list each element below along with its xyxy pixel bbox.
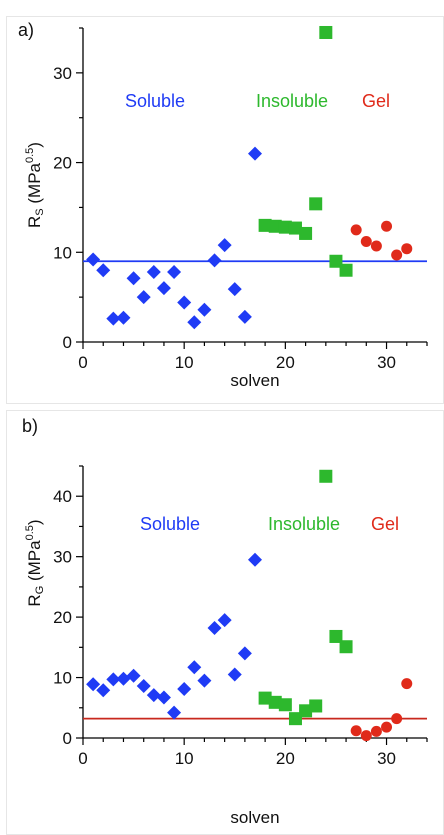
data-point-gel-a bbox=[350, 224, 362, 236]
x-tick-label-b: 30 bbox=[377, 749, 396, 768]
chart-b-svg: b) 0 10 20 30 40 0 10 20 30 solven RG (MPa0.5) Solub… bbox=[22, 416, 428, 827]
data-point-soluble-b bbox=[197, 673, 212, 688]
data-point-insoluble-b bbox=[258, 691, 272, 705]
data-point-soluble-a bbox=[237, 309, 252, 324]
data-point-soluble-b bbox=[248, 552, 262, 567]
data-point-soluble-a bbox=[136, 290, 151, 305]
y-tick-label-b: 20 bbox=[53, 608, 72, 627]
data-point-soluble-b bbox=[126, 668, 141, 683]
y-tick-label-a: 10 bbox=[53, 243, 72, 262]
data-point-soluble-b bbox=[207, 620, 222, 635]
data-point-soluble-b bbox=[146, 688, 161, 703]
y-tick-label-a: 20 bbox=[53, 154, 72, 173]
data-point-insoluble-b bbox=[309, 699, 323, 713]
category-label-gel-b: Gel bbox=[371, 514, 399, 534]
data-point-insoluble-a bbox=[299, 226, 313, 240]
data-point-insoluble-a bbox=[258, 218, 272, 232]
data-point-soluble-a bbox=[86, 252, 101, 267]
data-point-soluble-a bbox=[126, 271, 141, 286]
data-point-gel-a bbox=[360, 236, 372, 248]
chart-panel-b: b) 0 10 20 30 40 0 10 20 30 solven RG (MPa0.5) Solub… bbox=[0, 408, 444, 835]
data-point-insoluble-a bbox=[319, 25, 333, 39]
y-tick-label-b: 10 bbox=[53, 669, 72, 688]
x-axis-title-b: solven bbox=[230, 808, 279, 827]
data-point-soluble-a bbox=[116, 310, 131, 325]
data-point-soluble-a bbox=[217, 238, 232, 253]
x-tick-label-a: 10 bbox=[175, 353, 194, 372]
panel-label-b: b) bbox=[22, 416, 38, 436]
data-point-insoluble-b bbox=[339, 640, 353, 654]
data-point-soluble-a bbox=[187, 315, 202, 330]
data-point-soluble-b bbox=[156, 690, 171, 705]
data-point-soluble-b bbox=[96, 683, 111, 698]
data-point-soluble-a bbox=[207, 253, 222, 268]
x-tick-label-a: 0 bbox=[78, 353, 87, 372]
category-label-soluble-b: Soluble bbox=[140, 514, 200, 534]
data-point-insoluble-b bbox=[288, 712, 302, 726]
data-point-soluble-b bbox=[217, 613, 232, 628]
x-tick-label-a: 30 bbox=[377, 353, 396, 372]
data-point-soluble-a bbox=[156, 281, 171, 296]
x-tick-label-a: 20 bbox=[276, 353, 295, 372]
y-tick-label-b: 30 bbox=[53, 548, 72, 567]
data-point-gel-b bbox=[391, 713, 403, 725]
data-point-gel-b bbox=[350, 725, 362, 737]
data-point-gel-a bbox=[401, 243, 413, 255]
data-point-soluble-b bbox=[136, 679, 151, 694]
y-tick-label-a: 0 bbox=[63, 333, 72, 352]
data-point-soluble-a bbox=[167, 265, 182, 280]
data-point-soluble-a bbox=[106, 311, 121, 326]
data-point-gel-b bbox=[370, 725, 382, 737]
data-point-soluble-b bbox=[86, 677, 101, 692]
data-point-gel-a bbox=[370, 240, 382, 252]
data-point-insoluble-a bbox=[268, 219, 282, 233]
y-tick-label-b: 0 bbox=[63, 729, 72, 748]
data-point-soluble-a bbox=[96, 263, 111, 278]
x-tick-label-b: 0 bbox=[78, 749, 87, 768]
data-point-gel-b bbox=[360, 730, 372, 742]
data-point-insoluble-a bbox=[278, 220, 292, 234]
y-tick-label-a: 30 bbox=[53, 64, 72, 83]
x-axis-title-a: solven bbox=[230, 371, 279, 390]
data-point-insoluble-b bbox=[278, 698, 292, 712]
data-point-insoluble-a bbox=[288, 221, 302, 235]
data-point-insoluble-b bbox=[268, 695, 282, 709]
data-point-insoluble-b bbox=[319, 469, 333, 483]
data-point-gel-a bbox=[381, 220, 393, 232]
data-point-insoluble-b bbox=[329, 629, 343, 643]
y-tick-label-b: 40 bbox=[53, 487, 72, 506]
chart-a-svg: a) 0 10 20 30 0 10 20 30 solven RS (MPa0.5) Soluble… bbox=[18, 20, 428, 390]
data-point-gel-a bbox=[391, 249, 403, 261]
data-point-insoluble-a bbox=[329, 254, 343, 268]
data-point-soluble-a bbox=[177, 295, 192, 310]
x-tick-label-b: 10 bbox=[175, 749, 194, 768]
panel-label-a: a) bbox=[18, 20, 34, 40]
category-label-gel-a: Gel bbox=[362, 91, 390, 111]
chart-panel-a: a) 0 10 20 30 0 10 20 30 solven RS (MPa0.5) Soluble… bbox=[0, 0, 444, 404]
data-point-soluble-a bbox=[146, 265, 161, 280]
data-point-soluble-b bbox=[116, 671, 131, 686]
x-tick-label-b: 20 bbox=[276, 749, 295, 768]
category-label-soluble-a: Soluble bbox=[125, 91, 185, 111]
y-axis-title-a: RS (MPa0.5) bbox=[24, 142, 46, 228]
data-point-soluble-a bbox=[248, 146, 262, 161]
data-point-gel-b bbox=[401, 678, 413, 690]
category-label-insoluble-b: Insoluble bbox=[268, 514, 340, 534]
data-point-soluble-b bbox=[106, 672, 121, 687]
data-point-soluble-b bbox=[177, 682, 192, 697]
data-point-gel-b bbox=[381, 721, 393, 733]
data-point-soluble-b bbox=[187, 660, 202, 675]
data-point-soluble-b bbox=[167, 705, 182, 720]
data-point-soluble-a bbox=[227, 282, 242, 297]
y-axis-title-b: RG (MPa0.5) bbox=[24, 519, 46, 606]
data-point-insoluble-a bbox=[339, 263, 353, 277]
data-point-soluble-a bbox=[197, 302, 212, 317]
category-label-insoluble-a: Insoluble bbox=[256, 91, 328, 111]
data-point-insoluble-a bbox=[309, 197, 323, 211]
data-point-soluble-b bbox=[237, 646, 252, 661]
data-point-insoluble-b bbox=[299, 704, 313, 718]
data-point-soluble-b bbox=[227, 667, 242, 682]
